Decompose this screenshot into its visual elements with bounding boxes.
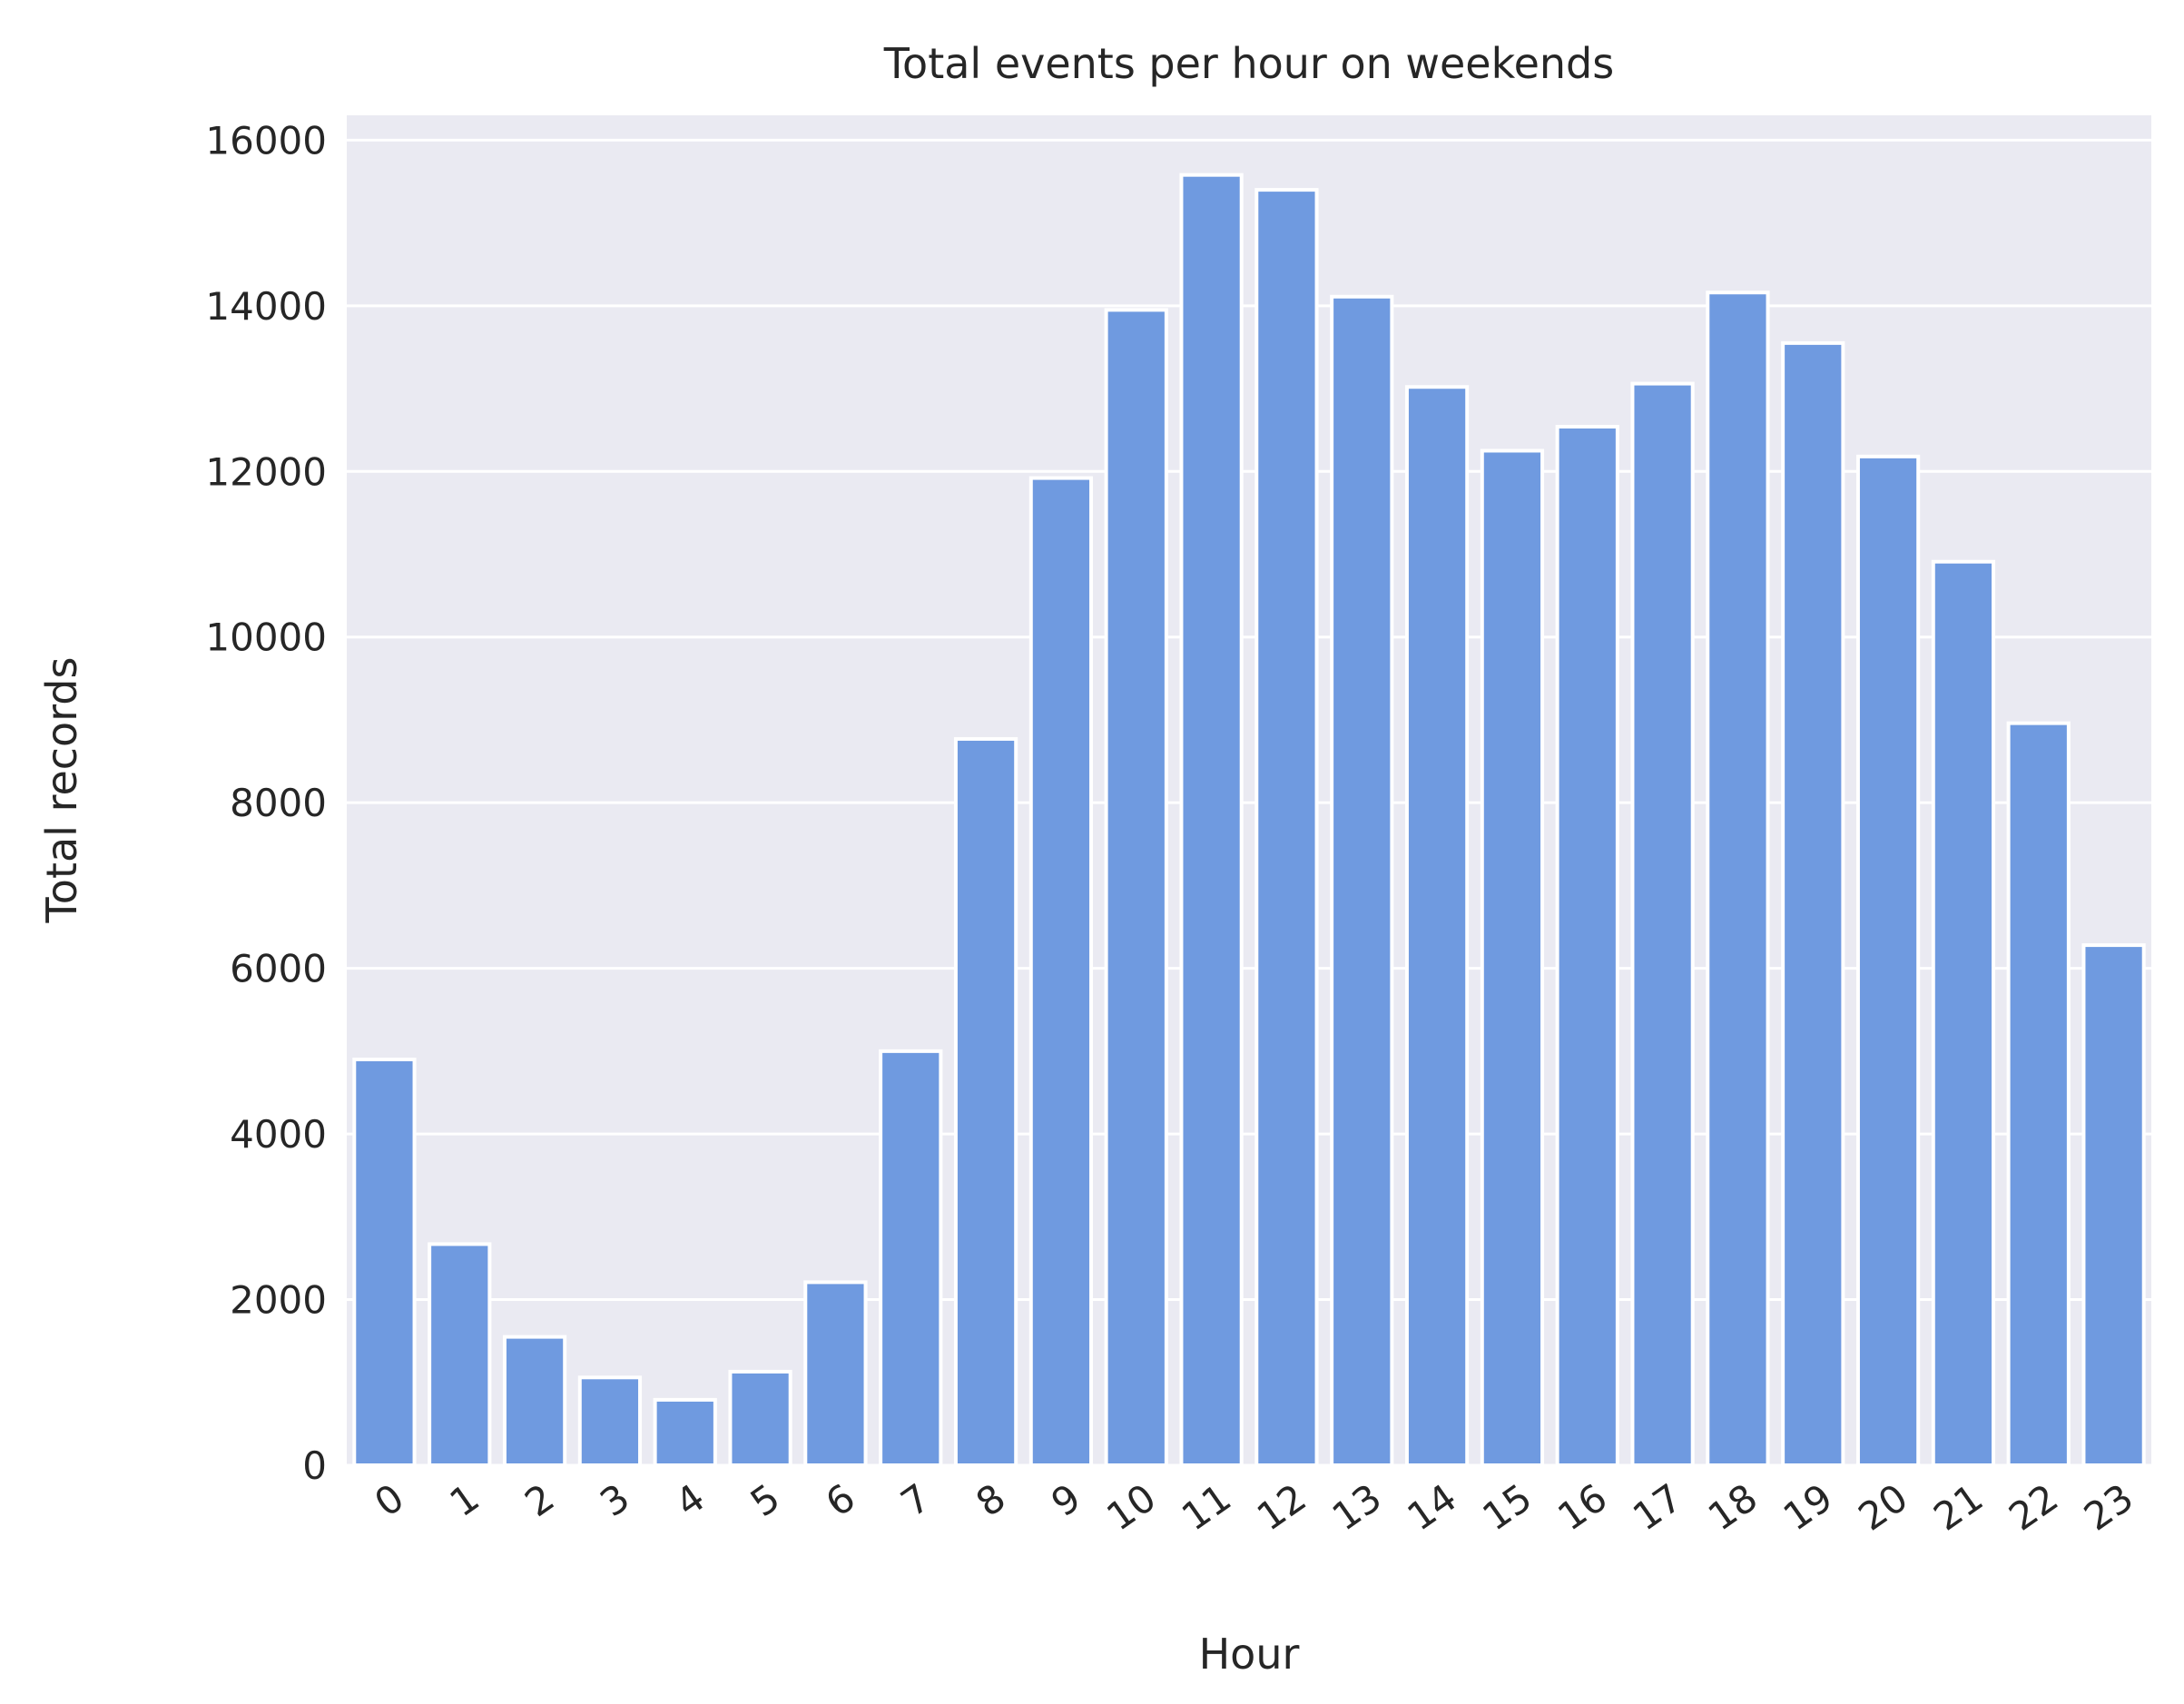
bar-hour-7 xyxy=(879,1049,943,1467)
bar-hour-14 xyxy=(1404,385,1470,1468)
x-tick-label: 22 xyxy=(2001,1475,2066,1540)
bar-hour-22 xyxy=(2006,721,2071,1467)
bar-hour-15 xyxy=(1480,448,1545,1467)
x-axis-label: Hour xyxy=(1199,1630,1300,1679)
bar-hour-8 xyxy=(953,736,1018,1467)
x-tick-label: 15 xyxy=(1474,1475,1540,1540)
gridlines xyxy=(347,138,2151,1467)
x-tick-label: 3 xyxy=(592,1475,637,1525)
bar-hour-18 xyxy=(1706,291,1770,1468)
y-tick-label: 14000 xyxy=(205,284,327,329)
bar-hour-5 xyxy=(728,1369,792,1467)
bar-hour-13 xyxy=(1330,294,1394,1467)
x-tick-label: 7 xyxy=(893,1475,939,1525)
bar-hour-23 xyxy=(2081,943,2146,1467)
x-tick-label: 8 xyxy=(968,1475,1013,1525)
bar-hour-6 xyxy=(803,1280,868,1467)
bar-hour-17 xyxy=(1630,381,1695,1468)
bar-hour-10 xyxy=(1104,308,1168,1467)
x-tick-label: 0 xyxy=(367,1475,412,1525)
y-tick-label: 4000 xyxy=(230,1112,327,1157)
y-tick-label: 2000 xyxy=(230,1278,327,1323)
x-tick-label: 23 xyxy=(2076,1475,2141,1540)
x-tick-label: 13 xyxy=(1324,1475,1390,1540)
x-tick-label: 21 xyxy=(1925,1475,1991,1540)
x-tick-label: 19 xyxy=(1776,1475,1841,1540)
plot-area xyxy=(347,115,2151,1465)
x-tick-label: 14 xyxy=(1400,1475,1465,1540)
bar-hour-12 xyxy=(1254,188,1319,1468)
x-tick-label: 10 xyxy=(1098,1475,1164,1540)
y-tick-label: 10000 xyxy=(205,616,327,660)
bar-hour-4 xyxy=(653,1397,717,1467)
x-tick-label: 9 xyxy=(1043,1475,1088,1525)
bar-hour-2 xyxy=(502,1335,567,1467)
bar-hour-3 xyxy=(577,1375,643,1468)
y-tick-label: 12000 xyxy=(205,449,327,494)
y-tick-labels: 0 2000 4000 6000 8000 10000 12000 14000 16000 xyxy=(205,118,327,1488)
bar-hour-21 xyxy=(1931,559,1996,1467)
x-tick-label: 6 xyxy=(818,1475,863,1525)
x-tick-label: 20 xyxy=(1851,1475,1916,1540)
y-tick-label: 0 xyxy=(302,1443,327,1488)
y-axis-label: Total records xyxy=(37,657,86,924)
x-tick-label: 4 xyxy=(667,1475,713,1525)
bar-hour-19 xyxy=(1781,340,1845,1467)
bar-hour-9 xyxy=(1028,476,1094,1467)
y-tick-label: 8000 xyxy=(230,781,327,825)
x-tick-label: 5 xyxy=(743,1475,788,1525)
bar-hour-0 xyxy=(352,1057,417,1467)
bars xyxy=(352,172,2146,1468)
x-tick-label: 11 xyxy=(1174,1475,1239,1540)
x-tick-label: 2 xyxy=(516,1475,562,1525)
x-tick-label: 12 xyxy=(1249,1475,1314,1540)
chart-title: Total events per hour on weekends xyxy=(883,39,1614,88)
x-tick-label: 17 xyxy=(1625,1475,1690,1540)
bar-hour-11 xyxy=(1179,172,1244,1467)
x-tick-label: 18 xyxy=(1700,1475,1766,1540)
y-tick-label: 16000 xyxy=(205,118,327,163)
y-tick-label: 6000 xyxy=(230,947,327,991)
bar-hour-20 xyxy=(1855,454,1921,1467)
bar-hour-16 xyxy=(1555,425,1619,1467)
bar-hour-1 xyxy=(428,1242,492,1468)
x-tick-label: 16 xyxy=(1549,1475,1615,1540)
x-tick-label: 1 xyxy=(442,1475,487,1525)
x-tick-labels: 0 1 2 3 4 5 6 7 8 9 10 11 12 13 14 15 16 17 18 19 20 21 22 23 xyxy=(367,1475,2141,1540)
